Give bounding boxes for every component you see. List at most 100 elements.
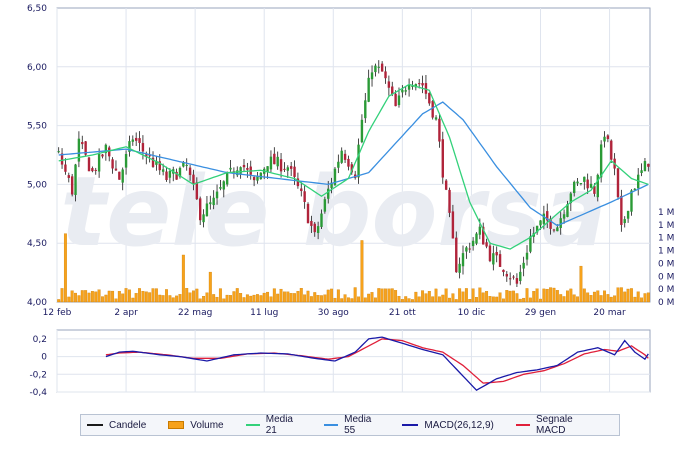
macd-line [105, 336, 649, 392]
macd-panel-frame [56, 329, 651, 393]
candle-body [360, 119, 364, 143]
candle-body [374, 65, 377, 73]
candle-body [84, 141, 87, 155]
candle-body [384, 71, 387, 79]
candle-body [451, 211, 455, 239]
candle-body [502, 269, 505, 273]
volume-tick-label: 1 M [658, 208, 674, 218]
candle-body [522, 262, 525, 269]
volume-bar [515, 293, 519, 303]
candle-body [421, 83, 424, 86]
volume-bar [181, 254, 185, 303]
candle-body [364, 100, 367, 119]
candle-body [229, 167, 232, 170]
volume-bar [175, 295, 179, 303]
candle-body [458, 263, 461, 273]
volume-bar [377, 288, 381, 303]
volume-bar [646, 292, 650, 303]
candle-body [202, 214, 205, 223]
volume-bar [299, 288, 303, 303]
volume-bar [148, 292, 152, 303]
candle-body [569, 193, 573, 204]
candle-body [333, 168, 337, 185]
price-tick-label: 6,00 [27, 63, 47, 73]
volume-bar [63, 233, 67, 303]
candle-body [185, 164, 188, 166]
volume-bar [636, 291, 640, 303]
candle-body [101, 154, 104, 157]
candle-body [289, 166, 293, 169]
volume-bar [441, 294, 445, 303]
volume-bar [87, 292, 91, 303]
candle-body [118, 171, 121, 180]
ma21-line [58, 83, 649, 250]
candle-body [498, 254, 502, 267]
candle-body [414, 84, 418, 88]
volume-bar [158, 294, 162, 303]
volume-bar [444, 288, 448, 303]
volume-bar [286, 291, 290, 303]
candle-body [134, 137, 138, 141]
candle-body [616, 168, 620, 198]
volume-bar [333, 297, 337, 303]
candle-body [377, 66, 380, 68]
volume-bar [215, 296, 219, 303]
candle-body [549, 218, 552, 229]
candle-body [471, 240, 475, 247]
candle-body [475, 233, 478, 244]
volume-bar [373, 297, 377, 303]
volume-bar [121, 293, 125, 303]
candle-body [485, 242, 488, 247]
candle-body [212, 197, 215, 206]
volume-bar [437, 296, 441, 303]
volume-bar [218, 288, 222, 303]
chart-legend: Candele Volume Media 21 Media 55 MACD(26,12,… [80, 414, 620, 436]
candle-body [337, 161, 340, 168]
candle-body [239, 167, 242, 174]
candle-body [175, 171, 178, 180]
candle-body [303, 191, 306, 202]
legend-swatch [324, 424, 339, 426]
candle-body [492, 253, 495, 265]
candle-body [488, 245, 492, 262]
volume-bar [330, 288, 334, 303]
candle-body [128, 141, 131, 152]
candle-body [259, 172, 263, 180]
volume-bar [114, 298, 118, 303]
legend-item: Segnale MACD [515, 414, 597, 436]
volume-bar [411, 299, 414, 303]
volume-bar [501, 298, 505, 303]
volume-bar [633, 296, 637, 303]
candle-body [572, 181, 576, 194]
volume-bar [205, 292, 209, 303]
candle-body [428, 92, 431, 104]
volume-bar [239, 293, 243, 303]
candle-body [296, 178, 300, 187]
candle-body [320, 213, 323, 227]
volume-bar [360, 240, 364, 303]
candle-body [165, 171, 168, 181]
candle-body [266, 166, 269, 172]
volume-bar [235, 288, 239, 303]
candle-body [350, 164, 354, 173]
candle-body [151, 157, 155, 167]
volume-bar [178, 294, 182, 303]
candle-body [195, 182, 199, 200]
volume-bar [131, 297, 135, 303]
candle-body [74, 164, 77, 195]
candle-body [286, 167, 289, 171]
volume-bar [481, 292, 485, 303]
candle-body [148, 155, 151, 157]
volume-bar [309, 296, 313, 303]
candle-body [70, 176, 74, 195]
price-tick-label: 4,00 [27, 298, 47, 308]
candle-body [596, 174, 599, 198]
volume-tick-label: 1 M [658, 221, 674, 231]
macd-tick-label: 0,2 [33, 335, 47, 345]
candle-body [330, 182, 333, 188]
volume-bar [249, 295, 253, 303]
volume-tick-label: 0 M [658, 272, 674, 282]
candle-body [478, 226, 482, 235]
candle-body [168, 170, 172, 178]
watermark-text: tele borsa [60, 156, 606, 268]
